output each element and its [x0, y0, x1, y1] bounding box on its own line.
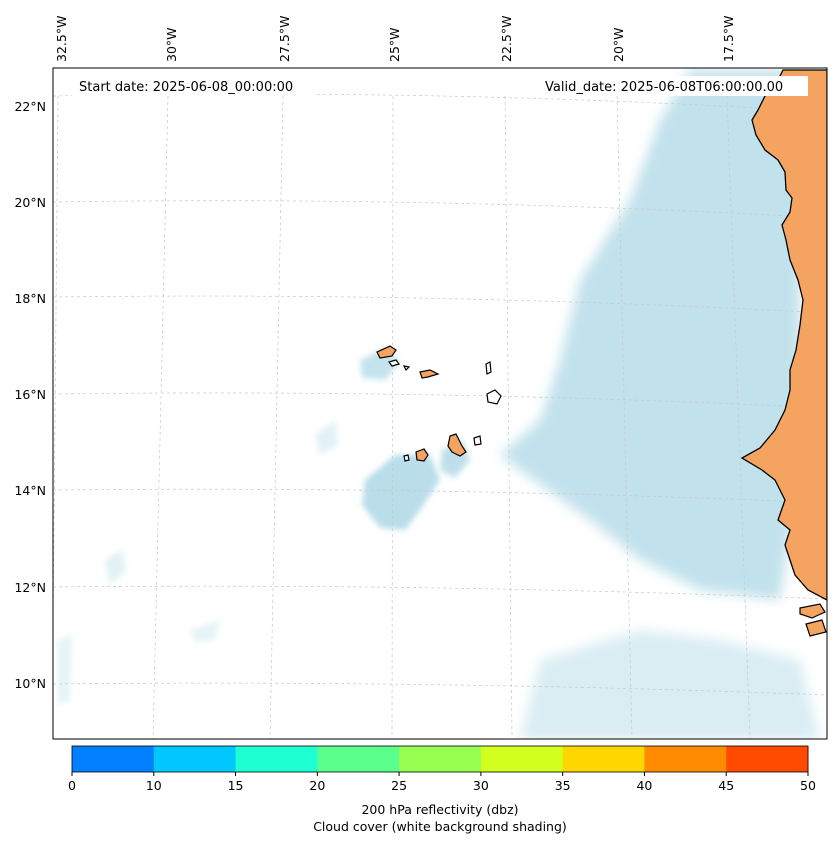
- lat-label-20n: 20°N: [14, 195, 46, 210]
- island-maio: [473, 435, 482, 446]
- lat-label-22n: 22°N: [14, 99, 46, 114]
- lat-label-16n: 16°N: [14, 387, 46, 402]
- colorbar-segment: [644, 746, 727, 772]
- gridline-lat-10: [53, 682, 827, 696]
- longitude-labels: 32.5°W 30°W 27.5°W 25°W 22.5°W 20°W 17.5…: [54, 16, 736, 62]
- africa-land: [740, 69, 827, 601]
- island-boa-vista: [486, 389, 502, 405]
- valid-date-box: [540, 76, 808, 96]
- lon-label-30w: 30°W: [164, 27, 179, 62]
- colorbar-segment: [399, 746, 482, 772]
- lat-label-10n: 10°N: [14, 676, 46, 691]
- gridline-lon-225: [504, 95, 513, 739]
- cloud-speck-3: [190, 620, 220, 642]
- colorbar-tick-label: 10: [146, 778, 162, 793]
- lon-label-325w: 32.5°W: [54, 16, 69, 62]
- colorbar-tick-label: 35: [555, 778, 571, 793]
- island-santo-antao: [376, 345, 397, 359]
- colorbar-tick-label: 40: [636, 778, 652, 793]
- colorbar-segment: [153, 746, 237, 772]
- gridline-lat-16: [53, 392, 827, 409]
- start-date-box: [72, 76, 314, 96]
- gridline-lon-175: [726, 95, 751, 739]
- colorbar: 0 10 15 20 25 30 35 40 45 50 200 hPa reflectivity…: [68, 745, 816, 834]
- lon-label-275w: 27.5°W: [277, 16, 292, 62]
- colorbar-segment: [317, 746, 400, 772]
- cloud-speck-4: [58, 635, 72, 705]
- colorbar-ticks: 0 10 15 20 25 30 35 40 45 50: [68, 772, 816, 793]
- gridline-lat-20: [53, 200, 827, 219]
- colorbar-border: [71, 745, 809, 773]
- colorbar-tick-label: 30: [473, 778, 489, 793]
- gridline-lon-275: [269, 95, 284, 739]
- island-santiago: [447, 433, 467, 457]
- gridline-lat-12: [53, 585, 827, 600]
- land-patch-south: [799, 603, 826, 619]
- colorbar-tick-label: 50: [800, 778, 816, 793]
- gridline-lon-30: [152, 95, 169, 739]
- colorbar-tick-label: 15: [228, 778, 244, 793]
- colorbar-segment: [72, 746, 155, 772]
- colorbar-segment: [562, 746, 645, 772]
- colorbar-segment: [726, 746, 809, 772]
- island-santa-luzia: [402, 365, 411, 372]
- colorbar-tick-label: 45: [718, 778, 734, 793]
- colorbar-segment: [480, 746, 564, 772]
- cloud-band-main: [500, 70, 800, 600]
- island-brava: [403, 454, 410, 462]
- island-sao-vicente: [387, 359, 401, 367]
- cape-verde-islands: [376, 345, 502, 462]
- colorbar-label-line2: Cloud cover (white background shading): [313, 819, 567, 834]
- cloud-speck-1: [105, 550, 126, 585]
- start-date-label: Start date: 2025-06-08_00:00:00: [79, 80, 293, 95]
- land-patch-south-2: [805, 619, 827, 637]
- lat-label-12n: 12°N: [14, 580, 46, 595]
- lat-label-14n: 14°N: [14, 483, 46, 498]
- colorbar-tick-label: 20: [309, 778, 325, 793]
- valid-date-label: Valid_date: 2025-06-08T06:00:00.00: [545, 80, 783, 95]
- colorbar-segment: [235, 746, 318, 772]
- gridline-lat-14: [53, 488, 827, 504]
- cloud-island-south: [362, 455, 440, 530]
- gridline-lon-20: [616, 95, 633, 739]
- cloud-cover-shading: [58, 70, 820, 739]
- latitude-labels: 22°N 20°N 18°N 16°N 14°N 12°N 10°N: [14, 99, 46, 691]
- lat-label-18n: 18°N: [14, 291, 46, 306]
- cloud-speck-2: [315, 420, 338, 455]
- island-sao-nicolau: [419, 369, 440, 379]
- lon-label-20w: 20°W: [611, 27, 626, 62]
- map-border: [52, 67, 828, 740]
- colorbar-tick-label: 25: [391, 778, 407, 793]
- gridline-lon-25: [391, 95, 394, 739]
- colorbar-segments: [72, 746, 809, 772]
- island-sal: [485, 361, 492, 375]
- cloud-band-south: [520, 630, 820, 739]
- lon-label-25w: 25°W: [387, 27, 402, 62]
- lon-label-225w: 22.5°W: [499, 16, 514, 62]
- island-fogo: [415, 448, 429, 462]
- colorbar-tick-label: 0: [68, 778, 76, 793]
- lon-label-175w: 17.5°W: [721, 16, 736, 62]
- colorbar-label-line1: 200 hPa reflectivity (dbz): [361, 802, 518, 817]
